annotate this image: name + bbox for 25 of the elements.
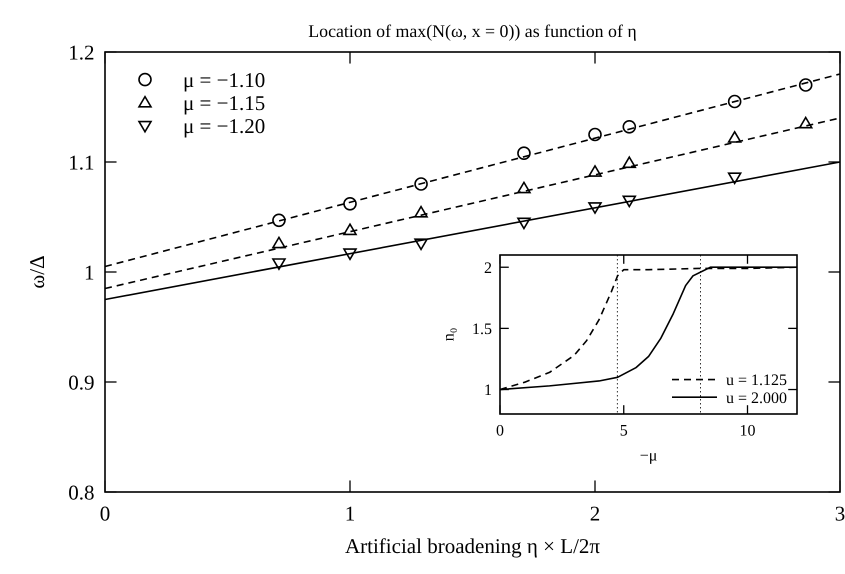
x-tick-label: 0 [100,501,110,526]
y-tick-label: 1 [84,260,94,284]
legend-label: μ = −1.10 [183,68,266,92]
legend-label: u = 2.000 [726,390,787,407]
y-tick-label: 0.9 [68,370,94,394]
x-tick-label: 5 [620,422,628,440]
x-tick-label: 3 [834,501,845,526]
y-tick-label: 2 [484,260,492,277]
x-tick-label: 0 [496,422,504,440]
y-tick-label: 1 [484,382,492,400]
y-tick-label: 1.5 [472,320,492,338]
y-axis-title: ω/Δ [25,255,50,289]
legend-label: u = 1.125 [726,372,787,390]
y-axis-title: n₀ [440,328,458,342]
x-axis-title: Artificial broadening η × L/2π [344,534,600,558]
x-tick-label: 2 [590,501,600,526]
legend-label: μ = −1.20 [183,114,266,138]
x-tick-label: 1 [344,501,356,526]
chart-title: Location of max(N(ω, x = 0)) as function of η [308,21,637,41]
y-tick-label: 1.1 [68,150,94,174]
x-tick-label: 10 [740,422,756,440]
y-tick-label: 0.8 [68,480,94,504]
legend-label: μ = −1.15 [183,91,266,115]
y-tick-label: 1.2 [68,40,94,64]
x-axis-title: −μ [640,447,658,464]
